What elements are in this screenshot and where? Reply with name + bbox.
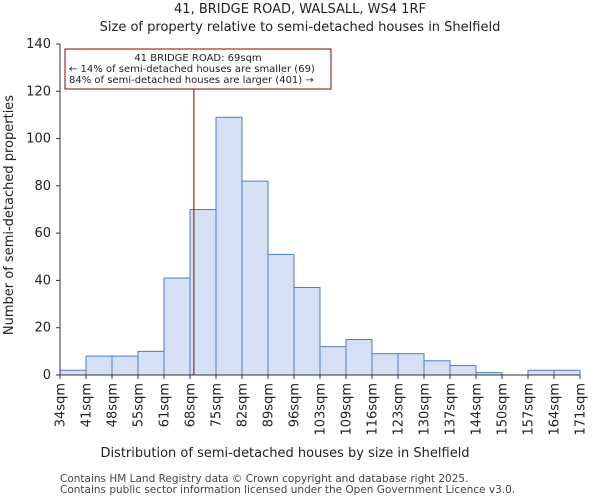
y-tick-label: 0 [43, 368, 51, 383]
x-tick-label-164sqm: 164sqm [548, 383, 563, 436]
x-tick-label-144sqm: 144sqm [470, 383, 485, 436]
x-tick-label-109sqm: 109sqm [340, 383, 355, 436]
bar-82sqm [241, 180, 269, 376]
x-tick-label-171sqm: 171sqm [574, 383, 589, 436]
bar-157sqm [527, 369, 555, 376]
bar-137sqm [449, 365, 477, 376]
x-tick-label-48sqm: 48sqm [106, 383, 121, 427]
annotation-line-3: 84% of semi-detached houses are larger (… [69, 75, 314, 86]
y-tick-label: 140 [26, 37, 51, 52]
x-tick-label-68sqm: 68sqm [184, 383, 199, 427]
x-tick-label-130sqm: 130sqm [418, 383, 433, 436]
x-tick-label-103sqm: 103sqm [314, 383, 329, 436]
annotation-box-border [64, 48, 332, 90]
x-axis-label: Distribution of semi-detached houses by … [100, 446, 469, 461]
bar-164sqm [553, 369, 581, 376]
x-tick-label-157sqm: 157sqm [522, 383, 537, 436]
bar-61sqm [163, 277, 191, 376]
bar-109sqm [345, 339, 373, 376]
x-tick-label-41sqm: 41sqm [80, 383, 95, 427]
bar-48sqm [111, 355, 139, 376]
x-tick-label-137sqm: 137sqm [444, 383, 459, 436]
footer-licence: Contains public sector information licen… [60, 484, 516, 496]
x-tick-label-34sqm: 34sqm [54, 383, 69, 427]
bar-34sqm [59, 369, 87, 376]
y-tick-label: 20 [34, 321, 51, 336]
bar-130sqm [423, 360, 451, 376]
y-tick-label: 60 [34, 226, 51, 241]
x-axis: 34sqm 41sqm 48sqm 55sqm 61sqm 68sqm 75sqm 82sqm… [54, 374, 589, 436]
y-tick-label: 100 [26, 132, 51, 147]
x-tick-label-116sqm: 116sqm [366, 383, 381, 436]
y-tick-label: 40 [34, 273, 51, 288]
x-tick-label-61sqm: 61sqm [158, 383, 173, 427]
bar-103sqm [319, 346, 347, 376]
x-tick-label-89sqm: 89sqm [262, 383, 277, 427]
x-tick-label-55sqm: 55sqm [132, 383, 147, 427]
bar-96sqm [293, 287, 321, 376]
bar-123sqm [397, 353, 425, 376]
annotation-box: 41 BRIDGE ROAD: 69sqm ← 14% of semi-deta… [64, 48, 332, 90]
bar-55sqm [137, 350, 165, 376]
y-axis-label: Number of semi-detached properties [2, 95, 17, 335]
x-tick-label-96sqm: 96sqm [288, 383, 303, 427]
bar-75sqm [215, 116, 243, 376]
bars-group [59, 116, 581, 376]
annotation-line-2: ← 14% of semi-detached houses are smalle… [69, 64, 315, 75]
chart-title: 41, BRIDGE ROAD, WALSALL, WS4 1RF [174, 2, 426, 17]
x-tick-label-123sqm: 123sqm [392, 383, 407, 436]
chart-subtitle: Size of property relative to semi-detach… [100, 20, 501, 35]
x-tick-label-82sqm: 82sqm [236, 383, 251, 427]
annotation-line-1: 41 BRIDGE ROAD: 69sqm [134, 53, 261, 64]
y-tick-label: 120 [26, 84, 51, 99]
y-axis: 0 20 40 60 80 100 120 140 [26, 37, 61, 383]
bar-41sqm [85, 355, 113, 376]
bar-89sqm [267, 253, 295, 376]
x-tick-label-150sqm: 150sqm [496, 383, 511, 436]
x-tick-label-75sqm: 75sqm [210, 383, 225, 427]
footer-copyright: Contains HM Land Registry data © Crown c… [60, 473, 469, 485]
bar-116sqm [371, 353, 399, 376]
y-tick-label: 80 [34, 179, 51, 194]
